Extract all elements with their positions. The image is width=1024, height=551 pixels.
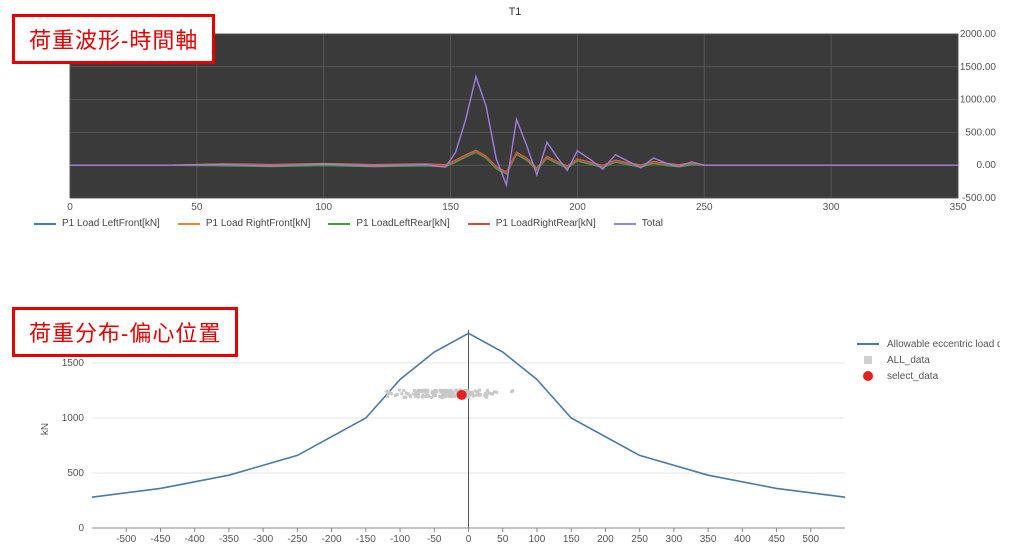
legend-label: P1 Load RightFront[kN] (206, 218, 311, 229)
svg-text:-350: -350 (219, 534, 239, 544)
legend-item: P1 Load LeftFront[kN] (34, 218, 160, 229)
svg-text:100: 100 (529, 534, 546, 544)
svg-text:-250: -250 (287, 534, 307, 544)
svg-text:-200: -200 (322, 534, 342, 544)
top-chart-legend: P1 Load LeftFront[kN] P1 Load RightFront[… (30, 210, 1000, 229)
legend-label: P1 Load LeftFront[kN] (62, 218, 160, 229)
legend-label: Total (642, 218, 663, 229)
svg-text:0: 0 (466, 534, 472, 544)
svg-text:500: 500 (802, 534, 819, 544)
legend-swatch (328, 223, 350, 225)
svg-text:-300: -300 (253, 534, 273, 544)
svg-text:200: 200 (597, 534, 614, 544)
legend-item: P1 LoadRightRear[kN] (468, 218, 596, 229)
legend-item: P1 LoadLeftRear[kN] (328, 218, 449, 229)
legend-swatch (614, 223, 636, 225)
svg-text:450: 450 (768, 534, 785, 544)
svg-text:-450: -450 (150, 534, 170, 544)
svg-text:-500: -500 (116, 534, 136, 544)
svg-text:1000: 1000 (62, 413, 85, 424)
svg-text:-500.00: -500.00 (962, 193, 996, 204)
legend-item: Total (614, 218, 663, 229)
svg-text:350: 350 (950, 202, 967, 210)
top-chart-label: 荷重波形-時間軸 (12, 14, 215, 64)
svg-text:100: 100 (315, 202, 332, 210)
svg-text:Allowable eccentric load diagr: Allowable eccentric load diagram (887, 339, 1000, 350)
svg-text:0: 0 (78, 523, 84, 534)
svg-text:1000.00: 1000.00 (960, 95, 997, 106)
svg-text:2000.00: 2000.00 (960, 29, 997, 40)
svg-text:50: 50 (191, 202, 203, 210)
legend-swatch (178, 223, 200, 225)
svg-text:250: 250 (696, 202, 713, 210)
svg-text:200: 200 (569, 202, 586, 210)
svg-text:500: 500 (67, 468, 84, 479)
svg-text:250: 250 (631, 534, 648, 544)
legend-swatch (34, 223, 56, 225)
svg-text:-400: -400 (185, 534, 205, 544)
legend-label: P1 LoadRightRear[kN] (496, 218, 596, 229)
svg-text:300: 300 (666, 534, 683, 544)
svg-text:500.00: 500.00 (965, 127, 996, 138)
legend-item: P1 Load RightFront[kN] (178, 218, 311, 229)
svg-text:select_data: select_data (887, 371, 939, 382)
svg-text:300: 300 (823, 202, 840, 210)
svg-text:0: 0 (67, 202, 73, 210)
svg-text:ALL_data: ALL_data (887, 355, 930, 366)
legend-label: P1 LoadLeftRear[kN] (356, 218, 449, 229)
svg-text:-50: -50 (427, 534, 442, 544)
svg-text:-100: -100 (390, 534, 410, 544)
svg-text:350: 350 (700, 534, 717, 544)
svg-text:-150: -150 (356, 534, 376, 544)
svg-text:150: 150 (442, 202, 459, 210)
svg-text:1500: 1500 (62, 358, 85, 369)
svg-text:150: 150 (563, 534, 580, 544)
svg-text:400: 400 (734, 534, 751, 544)
svg-text:kN: kN (40, 423, 51, 435)
svg-text:0.00: 0.00 (977, 160, 997, 171)
bottom-chart-label: 荷重分布-偏心位置 (12, 307, 238, 357)
svg-text:50: 50 (497, 534, 509, 544)
svg-text:1500.00: 1500.00 (960, 62, 997, 73)
legend-swatch (468, 223, 490, 225)
